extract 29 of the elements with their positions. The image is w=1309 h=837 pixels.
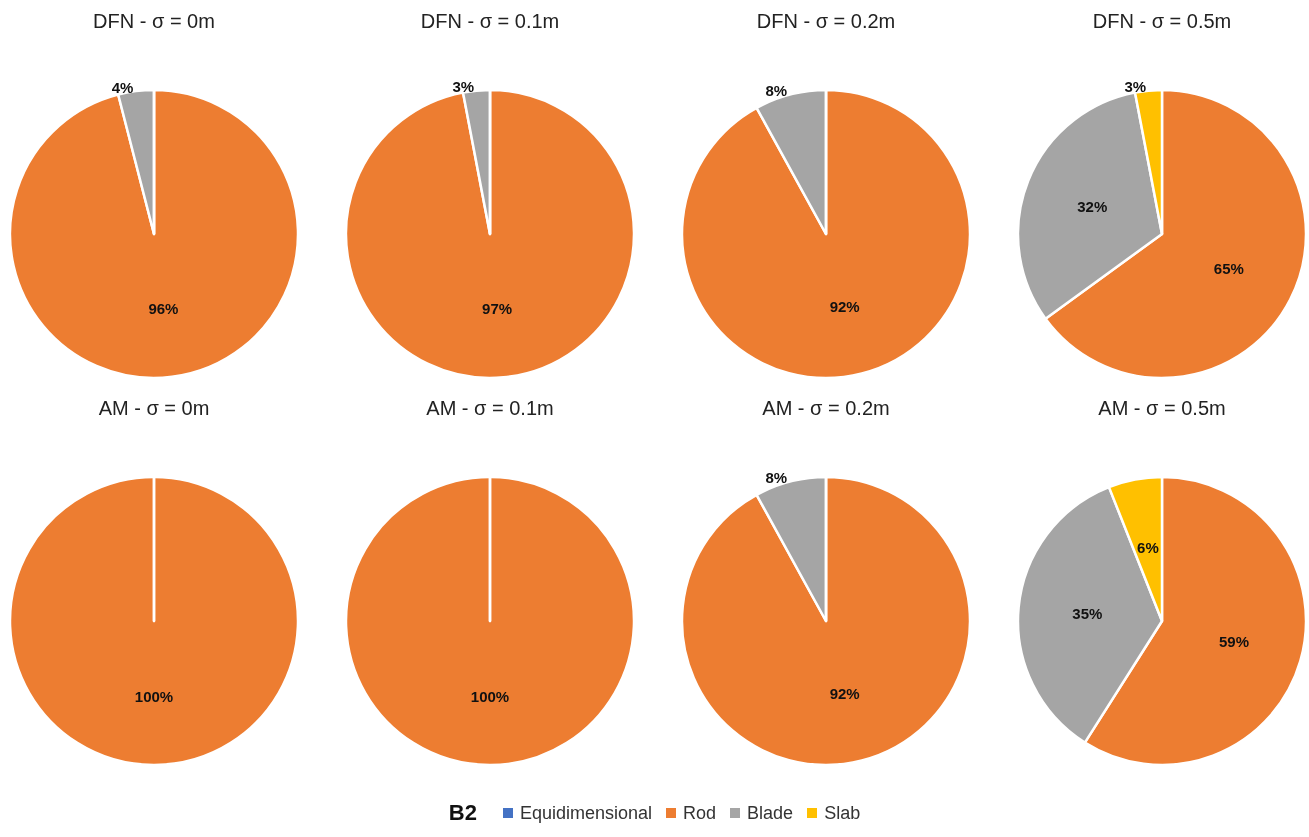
data-label: 3% [452, 78, 475, 96]
data-label: 96% [148, 299, 179, 317]
legend-label: Blade [747, 802, 794, 824]
data-label: 35% [1072, 605, 1103, 623]
data-label: 65% [1213, 259, 1244, 277]
data-label: 59% [1219, 633, 1250, 651]
chart-title: DFN - σ = 0.2m [756, 10, 896, 32]
data-label: 92% [829, 685, 860, 703]
chart-title: DFN - σ = 0.5m [1092, 10, 1232, 32]
data-label: 100% [134, 687, 174, 705]
legend-label: Equidimensional [519, 802, 653, 824]
chart-title: AM - σ = 0.5m [1098, 397, 1226, 419]
data-label: 100% [470, 687, 510, 705]
chart-title: DFN - σ = 0.1m [420, 10, 560, 32]
legend-label: Rod [683, 802, 717, 824]
data-label: 97% [482, 300, 513, 318]
data-label: 8% [765, 82, 788, 100]
chart-title: DFN - σ = 0m [93, 10, 215, 32]
data-label: 3% [1124, 78, 1147, 96]
legend-title: B2 [448, 800, 477, 826]
data-label: 4% [111, 78, 134, 96]
data-label: 32% [1077, 197, 1108, 215]
data-label: 6% [1137, 538, 1159, 556]
chart-title: AM - σ = 0m [98, 397, 210, 419]
data-label: 92% [829, 298, 860, 316]
legend-label: Slab [824, 802, 861, 824]
chart-title: AM - σ = 0.1m [426, 397, 554, 419]
chart-title: AM - σ = 0.2m [762, 397, 890, 419]
data-label: 8% [765, 469, 788, 487]
